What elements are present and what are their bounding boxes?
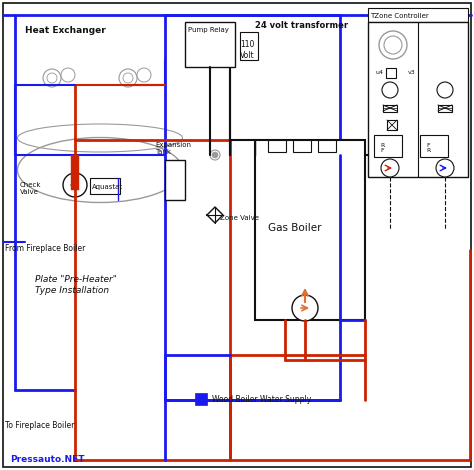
Circle shape (212, 152, 218, 158)
Text: u4: u4 (376, 70, 384, 75)
Circle shape (119, 69, 137, 87)
Text: F
R: F R (426, 142, 430, 153)
Text: Heat Exchanger: Heat Exchanger (25, 25, 106, 34)
Bar (268, 140, 286, 152)
Text: Plate "Pre-Heater"
Type Installation: Plate "Pre-Heater" Type Installation (35, 275, 117, 295)
Text: Aquastat: Aquastat (92, 184, 123, 190)
Bar (368, 8, 468, 22)
Bar (293, 140, 311, 152)
Bar (240, 32, 258, 60)
Text: v3: v3 (408, 70, 416, 75)
Circle shape (61, 68, 75, 82)
Circle shape (384, 36, 402, 54)
Circle shape (379, 31, 407, 59)
Bar (368, 22, 468, 177)
Circle shape (292, 295, 318, 321)
Circle shape (43, 69, 61, 87)
Bar (387, 120, 397, 130)
Circle shape (381, 159, 399, 177)
Text: Wood Boiler Water Supply: Wood Boiler Water Supply (212, 395, 311, 405)
Text: To Fireplace Boiler: To Fireplace Boiler (5, 421, 74, 430)
Bar (386, 68, 396, 78)
Bar (318, 140, 336, 152)
Circle shape (437, 82, 453, 98)
Text: 24 volt transformer: 24 volt transformer (255, 21, 348, 30)
Circle shape (210, 150, 220, 160)
Text: Gas Boiler: Gas Boiler (268, 223, 322, 233)
Text: 110
Volt: 110 Volt (240, 40, 255, 60)
Bar (185, 22, 235, 67)
Circle shape (382, 82, 398, 98)
Bar (374, 135, 402, 157)
Text: Check
Valve: Check Valve (20, 181, 42, 195)
Text: R
F: R F (380, 142, 384, 153)
Text: TZone Controller: TZone Controller (370, 13, 429, 19)
Bar (195, 393, 207, 405)
Bar (420, 135, 448, 157)
Circle shape (436, 159, 454, 177)
Text: Zone Valve: Zone Valve (220, 215, 259, 221)
Bar (255, 140, 365, 320)
Bar (438, 105, 452, 112)
Bar (383, 105, 397, 112)
Bar (71, 155, 79, 190)
Text: Pump Relay: Pump Relay (188, 27, 229, 33)
Circle shape (63, 173, 87, 197)
Text: Expansion
Tank: Expansion Tank (155, 141, 191, 155)
Text: From Fireplace Boiler: From Fireplace Boiler (5, 243, 85, 252)
Bar (165, 160, 185, 200)
Circle shape (137, 68, 151, 82)
Bar (90, 178, 120, 194)
Text: Pressauto.NET: Pressauto.NET (10, 455, 84, 464)
